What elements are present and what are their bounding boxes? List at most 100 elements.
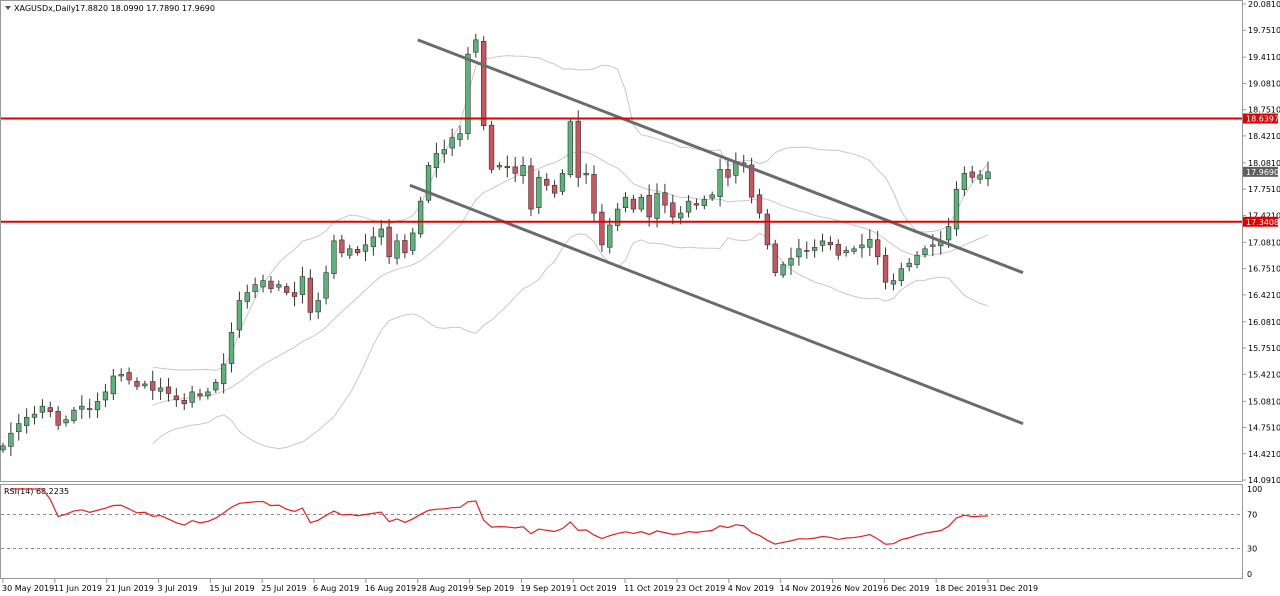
candle-body xyxy=(142,383,148,387)
candle-body xyxy=(591,173,597,214)
candle-body xyxy=(291,292,298,297)
candle-body xyxy=(662,192,668,206)
candle-body xyxy=(378,228,384,238)
date-tick-label: 6 Aug 2019 xyxy=(313,584,359,593)
candle-body xyxy=(173,395,180,401)
candle-body xyxy=(276,284,282,288)
candle-body xyxy=(110,375,116,395)
candle-body xyxy=(859,244,865,249)
date-tick-label: 11 Oct 2019 xyxy=(624,584,673,593)
candle-body xyxy=(898,268,904,281)
candle-body xyxy=(607,224,613,248)
candle-body xyxy=(228,331,235,364)
candle-body xyxy=(236,300,243,331)
candle-body xyxy=(79,405,85,410)
date-tick-label: 14 Nov 2019 xyxy=(780,584,831,593)
candle-body xyxy=(630,198,637,210)
candle-body xyxy=(331,240,337,274)
candle-body xyxy=(126,372,132,381)
candle-body xyxy=(473,39,479,53)
horizontal-levels xyxy=(1,117,1242,223)
channel-lines xyxy=(409,38,1024,426)
candle-body xyxy=(819,240,826,246)
candle-body xyxy=(780,264,786,276)
candle-body xyxy=(804,250,810,252)
candle-body xyxy=(165,386,172,394)
price-tick-label: 15.7510 xyxy=(1248,344,1280,353)
candle-body xyxy=(496,165,503,168)
candle-body xyxy=(544,178,550,186)
price-tick-label: 18.0810 xyxy=(1248,159,1280,168)
rsi-tick-label: 30 xyxy=(1247,545,1257,554)
candle-body xyxy=(197,393,203,397)
channel-upper-line[interactable] xyxy=(417,38,1024,275)
date-tick-label: 30 May 2019 xyxy=(2,584,54,593)
candle-body xyxy=(693,203,700,206)
candle-body xyxy=(977,174,983,180)
candle-body xyxy=(914,254,920,265)
candle-body xyxy=(827,242,834,246)
candle-body xyxy=(678,212,684,219)
bollinger-upper-band xyxy=(152,55,989,371)
date-tick-label: 31 Dec 2019 xyxy=(987,584,1038,593)
candle-body xyxy=(796,248,802,258)
price-tick-label: 17.0810 xyxy=(1248,238,1280,247)
price-tick-label: 16.4210 xyxy=(1248,291,1280,300)
current-price-tag xyxy=(1243,166,1278,177)
candle-body xyxy=(481,40,487,126)
candle-body xyxy=(764,213,771,246)
symbol-label: XAGUSDx,Daily xyxy=(14,4,76,13)
main-panel-frame xyxy=(0,0,1243,482)
bollinger-middle-band xyxy=(152,151,989,406)
date-tick-label: 26 Nov 2019 xyxy=(831,584,882,593)
candle-body xyxy=(220,363,227,385)
candle-body xyxy=(417,200,424,235)
candle-body xyxy=(0,445,6,451)
level-price-tag xyxy=(1243,216,1278,227)
price-tick-label: 14.4210 xyxy=(1248,450,1280,459)
rsi-label: RSI(14) 68.2235 xyxy=(4,487,69,496)
candle-body xyxy=(299,276,306,295)
price-tick-label: 18.4210 xyxy=(1248,132,1280,141)
date-tick-label: 16 Aug 2019 xyxy=(365,584,416,593)
date-tick-label: 4 Nov 2019 xyxy=(728,584,774,593)
price-tick-label: 20.0810 xyxy=(1248,0,1280,9)
price-tick-label: 16.7510 xyxy=(1248,265,1280,274)
candle-body xyxy=(102,391,109,401)
rsi-tick-label: 100 xyxy=(1247,485,1262,494)
candle-body xyxy=(772,243,778,273)
candle-body xyxy=(882,255,889,283)
date-tick-label: 15 Jul 2019 xyxy=(209,584,254,593)
header-dropdown-icon[interactable] xyxy=(5,6,11,10)
candle-body xyxy=(213,382,219,391)
price-tick-label: 19.0810 xyxy=(1248,79,1280,88)
candle-body xyxy=(701,199,707,206)
candle-body xyxy=(118,374,124,377)
candle-body xyxy=(386,226,392,258)
candle-body xyxy=(638,196,644,210)
candle-body xyxy=(244,292,250,302)
date-tick-label: 19 Sep 2019 xyxy=(520,584,571,593)
candle-body xyxy=(961,173,968,191)
bollinger-lower-band xyxy=(152,232,989,450)
rsi-indicator: 100 70 30 0 xyxy=(1,485,1262,579)
candle-body xyxy=(449,137,455,149)
candle-body xyxy=(875,239,881,258)
date-tick-label: 23 Oct 2019 xyxy=(676,584,725,593)
candle-body xyxy=(370,236,377,248)
date-tick-label: 18 Dec 2019 xyxy=(935,584,986,593)
candle-body xyxy=(512,166,518,174)
candle-body xyxy=(31,413,38,418)
candle-body xyxy=(16,423,22,433)
candle-body xyxy=(575,120,581,178)
candle-body xyxy=(685,200,692,213)
current-price-label: 17.9690 xyxy=(1246,168,1279,177)
price-tick-label: 14.0910 xyxy=(1248,476,1280,485)
candle-body xyxy=(71,409,77,421)
candle-body xyxy=(622,196,629,208)
candle-body xyxy=(134,381,140,387)
price-tick-label: 17.7510 xyxy=(1248,185,1280,194)
channel-lower-line[interactable] xyxy=(409,183,1024,426)
candle-body xyxy=(402,240,408,254)
